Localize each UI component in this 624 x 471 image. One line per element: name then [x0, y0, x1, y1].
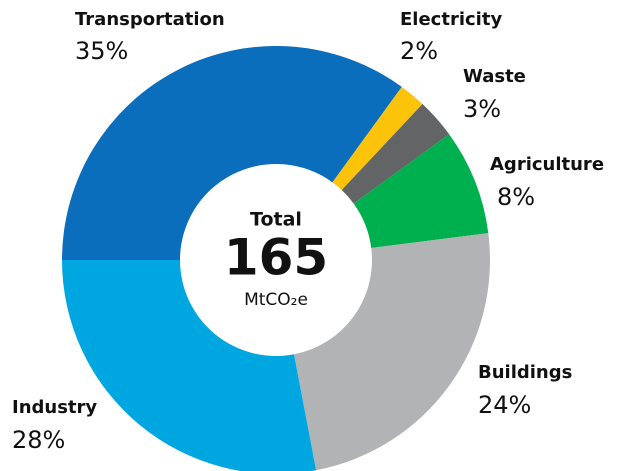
slice-name: Waste: [463, 66, 526, 87]
center-value: 165: [224, 229, 328, 287]
slice-value: 35%: [75, 37, 128, 65]
slice-name: Buildings: [478, 362, 572, 383]
slice: [353, 134, 489, 248]
slice: [332, 86, 423, 191]
slice-value: 2%: [400, 37, 438, 65]
slice-name: Agriculture: [490, 154, 604, 175]
slice: [62, 46, 402, 261]
slice-name: Industry: [12, 397, 97, 418]
slice-value: 8%: [497, 183, 535, 211]
slice-value: 24%: [478, 391, 531, 419]
slice-value: 3%: [463, 95, 501, 123]
slice: [62, 260, 317, 471]
center-label: Total: [250, 209, 302, 231]
slice-name: Transportation: [75, 9, 225, 30]
slice: [293, 233, 491, 471]
slice-value: 28%: [12, 426, 65, 454]
slice-name: Electricity: [400, 9, 502, 30]
slice: [341, 104, 450, 204]
center-unit: MtCO₂e: [244, 290, 308, 310]
